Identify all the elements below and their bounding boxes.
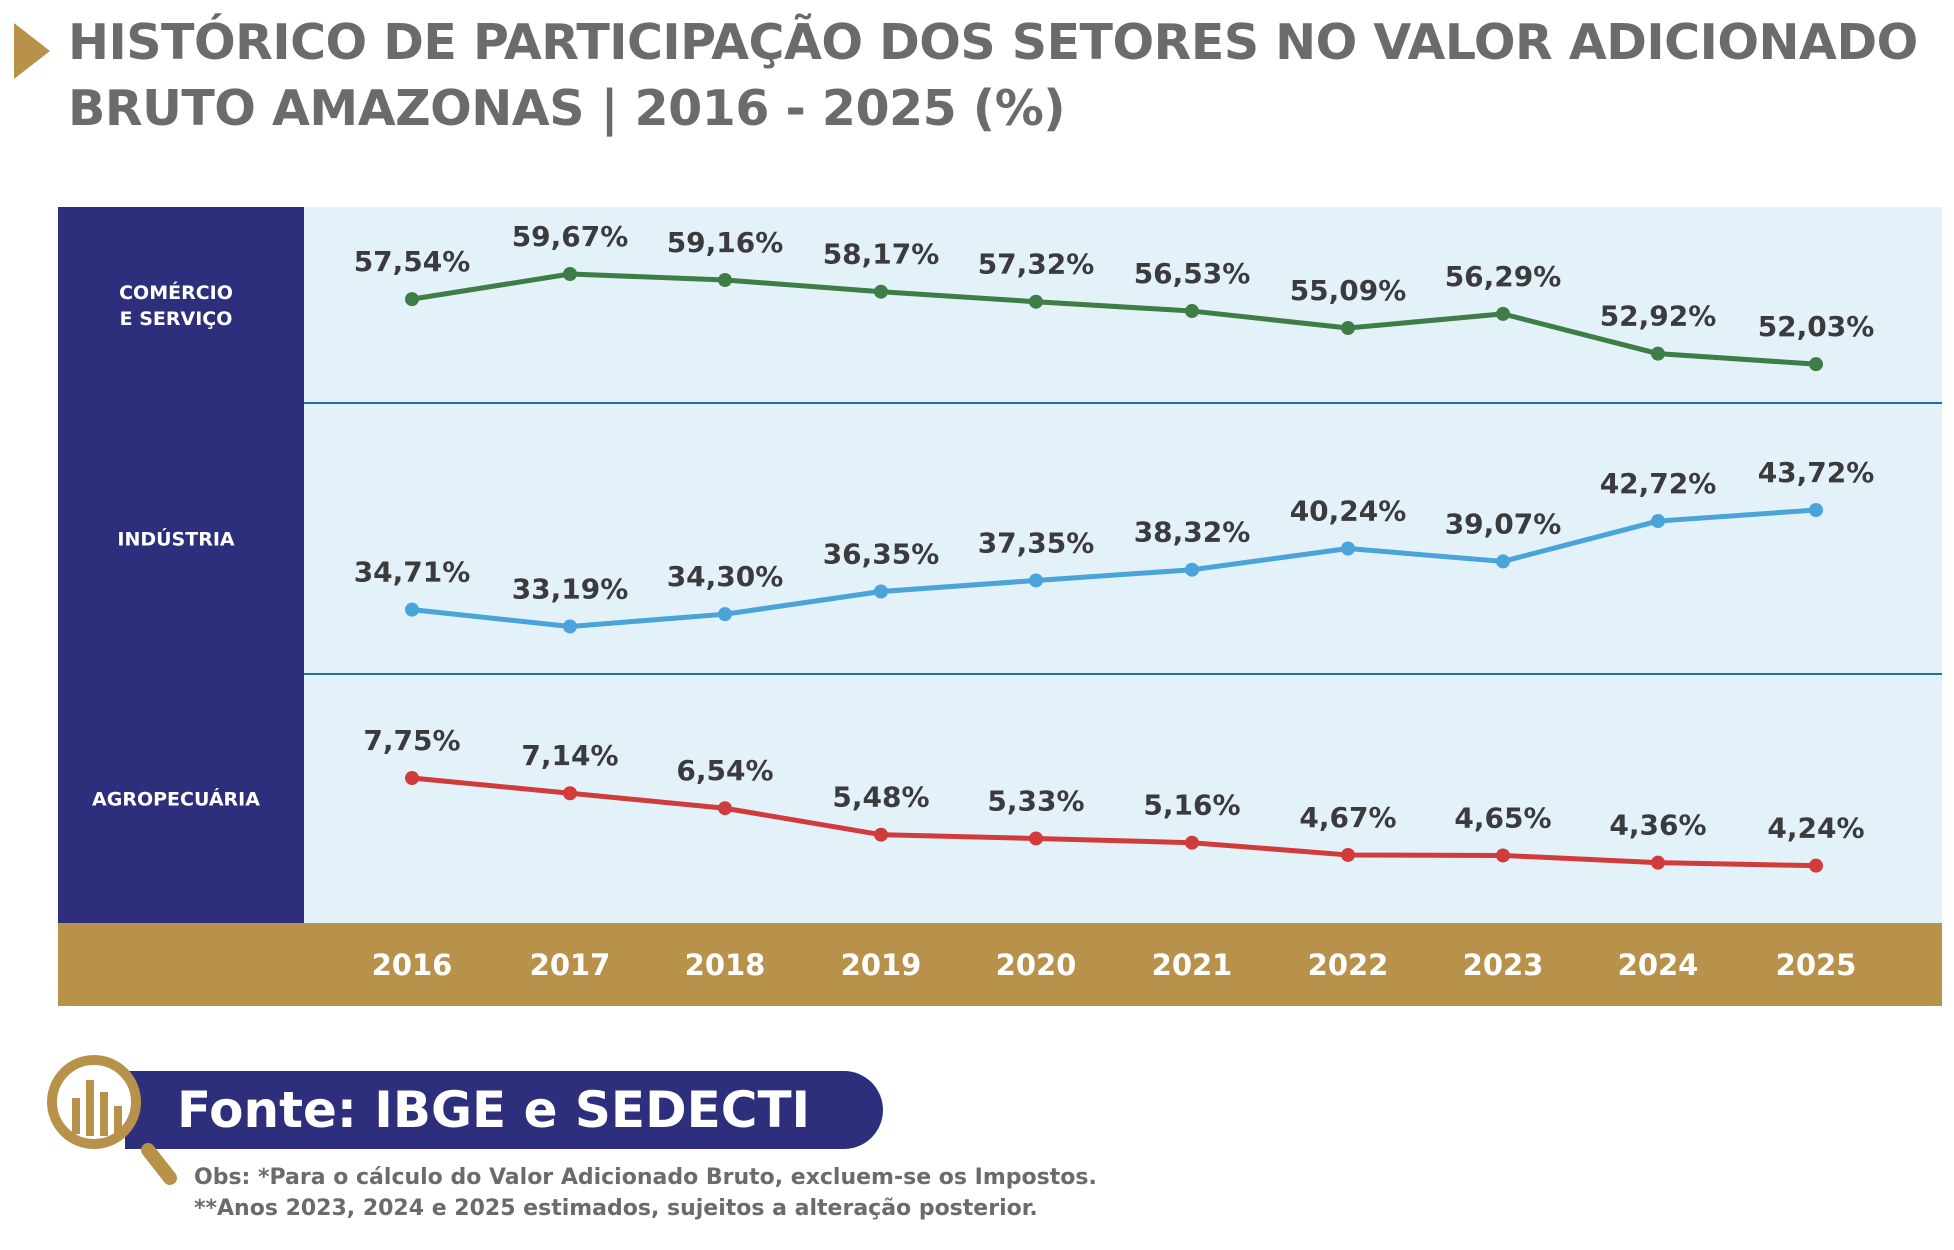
page-title: HISTÓRICO DE PARTICIPAÇÃO DOS SETORES NO… xyxy=(68,10,1918,142)
year-tick-label: 2021 xyxy=(1152,948,1233,982)
data-label: 37,35% xyxy=(978,526,1095,559)
title-marker-icon xyxy=(14,23,50,79)
data-label: 5,48% xyxy=(832,781,929,814)
data-label: 4,24% xyxy=(1767,812,1864,845)
series-name-label: INDÚSTRIA xyxy=(117,527,235,551)
data-label: 7,75% xyxy=(363,724,460,757)
year-tick-label: 2017 xyxy=(530,948,611,982)
data-label: 5,33% xyxy=(987,784,1084,817)
data-label: 58,17% xyxy=(823,238,940,271)
data-point xyxy=(718,801,732,816)
data-label: 5,16% xyxy=(1143,789,1240,822)
data-point xyxy=(1496,306,1510,321)
data-point xyxy=(874,284,888,299)
data-point xyxy=(1341,847,1355,862)
data-point xyxy=(1029,294,1043,309)
category-column xyxy=(58,207,304,923)
year-tick-label: 2018 xyxy=(685,948,766,982)
data-point xyxy=(1029,573,1043,588)
data-label: 40,24% xyxy=(1290,494,1407,527)
data-point xyxy=(874,584,888,599)
series-line xyxy=(411,507,1817,629)
data-point xyxy=(405,771,419,785)
plot-panel xyxy=(304,207,1942,923)
data-point xyxy=(1185,835,1199,850)
year-tick-label: 2024 xyxy=(1618,948,1699,982)
data-point xyxy=(1496,848,1510,863)
data-point xyxy=(405,292,419,307)
title-line-1: HISTÓRICO DE PARTICIPAÇÃO DOS SETORES NO… xyxy=(68,14,1918,71)
data-label: 59,67% xyxy=(512,220,629,253)
title-line-2: BRUTO AMAZONAS | 2016 - 2025 (%) xyxy=(68,80,1066,137)
data-label: 57,32% xyxy=(978,248,1095,281)
data-label: 7,14% xyxy=(521,739,618,772)
series-name-label: AGROPECUÁRIA xyxy=(92,788,260,811)
magnifier-chart-icon xyxy=(47,1055,177,1185)
year-tick-label: 2023 xyxy=(1463,948,1544,982)
data-label: 33,19% xyxy=(512,572,629,605)
data-point xyxy=(1341,541,1355,556)
data-point xyxy=(1809,503,1823,517)
data-point xyxy=(1029,831,1043,846)
data-label: 55,09% xyxy=(1290,274,1407,307)
data-label: 4,36% xyxy=(1609,809,1706,842)
data-point xyxy=(1809,858,1823,873)
series-name-label: COMÉRCIO xyxy=(119,281,233,304)
data-label: 4,65% xyxy=(1454,801,1551,834)
year-tick-label: 2025 xyxy=(1776,948,1857,982)
data-label: 56,29% xyxy=(1445,260,1562,293)
data-point xyxy=(1341,321,1355,336)
series-name-label: E SERVIÇO xyxy=(120,308,233,330)
series-line xyxy=(411,775,1817,869)
data-point xyxy=(405,602,419,617)
year-tick-label: 2022 xyxy=(1308,948,1389,982)
data-label: 38,32% xyxy=(1134,516,1251,549)
data-label: 34,30% xyxy=(667,560,784,593)
data-label: 6,54% xyxy=(676,754,773,787)
note-2: **Anos 2023, 2024 e 2025 estimados, suje… xyxy=(194,1196,1038,1221)
year-tick-label: 2020 xyxy=(996,948,1077,982)
data-label: 52,03% xyxy=(1758,310,1875,343)
year-tick-label: 2019 xyxy=(841,948,922,982)
series-line xyxy=(411,271,1817,367)
data-label: 56,53% xyxy=(1134,257,1251,290)
data-point xyxy=(718,607,732,622)
note-1: Obs: *Para o cálculo do Valor Adicionado… xyxy=(194,1165,1097,1190)
data-point xyxy=(1185,304,1199,319)
data-point xyxy=(1809,357,1823,372)
year-tick-label: 2016 xyxy=(372,948,453,982)
data-point xyxy=(1496,554,1510,569)
data-label: 59,16% xyxy=(667,226,784,259)
source-text: Fonte: IBGE e SEDECTI xyxy=(177,1081,811,1139)
source-pill: Fonte: IBGE e SEDECTI xyxy=(125,1071,883,1149)
data-label: 43,72% xyxy=(1758,456,1875,489)
data-label: 36,35% xyxy=(823,538,940,571)
data-label: 39,07% xyxy=(1445,507,1562,540)
data-point xyxy=(563,267,577,281)
data-point xyxy=(1651,855,1665,870)
data-point xyxy=(563,619,577,634)
data-point xyxy=(1185,562,1199,577)
data-point xyxy=(874,827,888,842)
data-point xyxy=(1651,346,1665,361)
data-label: 34,71% xyxy=(354,556,471,589)
data-point xyxy=(718,273,732,288)
year-axis-band xyxy=(58,923,1942,1006)
data-label: 42,72% xyxy=(1600,467,1717,500)
data-point xyxy=(563,786,577,801)
data-label: 57,54% xyxy=(354,245,471,278)
data-label: 4,67% xyxy=(1299,801,1396,834)
data-point xyxy=(1651,514,1665,529)
data-label: 52,92% xyxy=(1600,300,1717,333)
